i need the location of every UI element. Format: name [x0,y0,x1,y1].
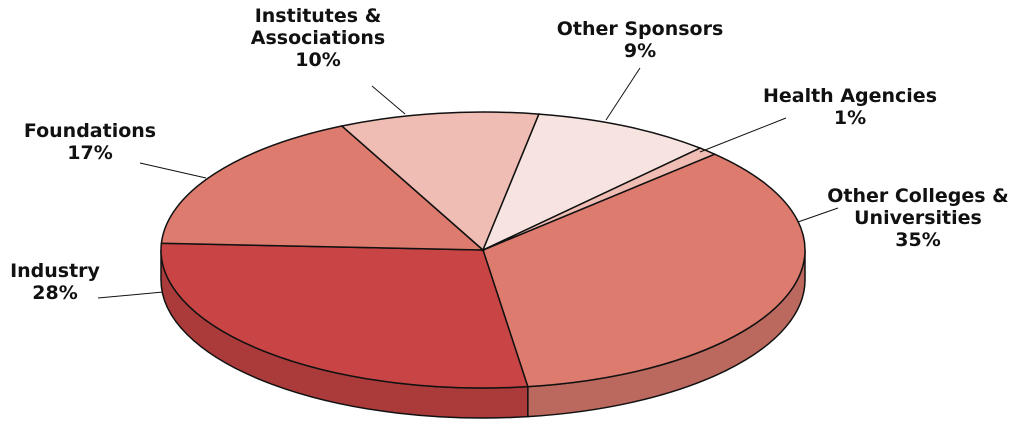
leader-line [605,67,641,121]
category-name: Other Colleges & Universities [827,185,1009,229]
category-name: Health Agencies [762,85,938,107]
slice [160,242,529,389]
leader-line [797,207,839,223]
slice-label: Health Agencies 1% [750,85,950,129]
category-name: Other Sponsors [556,18,724,40]
leader-line [699,117,787,153]
value-label: 1% [833,107,867,129]
category-name: Institutes & Associations [250,5,386,49]
value-label: 28% [32,282,78,304]
slice [340,111,541,252]
category-name: Foundations [23,120,157,142]
slice [482,153,806,388]
value-label: 17% [67,142,113,164]
slice [160,125,486,251]
leader-line [139,162,207,179]
slice [481,113,703,252]
slice-label: Foundations 17% [10,120,170,164]
slice-label: Other Sponsors 9% [540,18,740,62]
slice-label: Industry 28% [0,260,115,304]
category-name: Industry [10,260,100,282]
leader-line [371,85,406,115]
slice-label: Other Colleges & Universities 35% [823,185,1013,251]
value-label: 10% [295,49,341,71]
value-label: 35% [895,229,941,251]
value-label: 9% [623,40,657,62]
slice-label: Institutes & Associations 10% [238,5,398,71]
slice [482,147,717,251]
leader-line [97,291,164,299]
